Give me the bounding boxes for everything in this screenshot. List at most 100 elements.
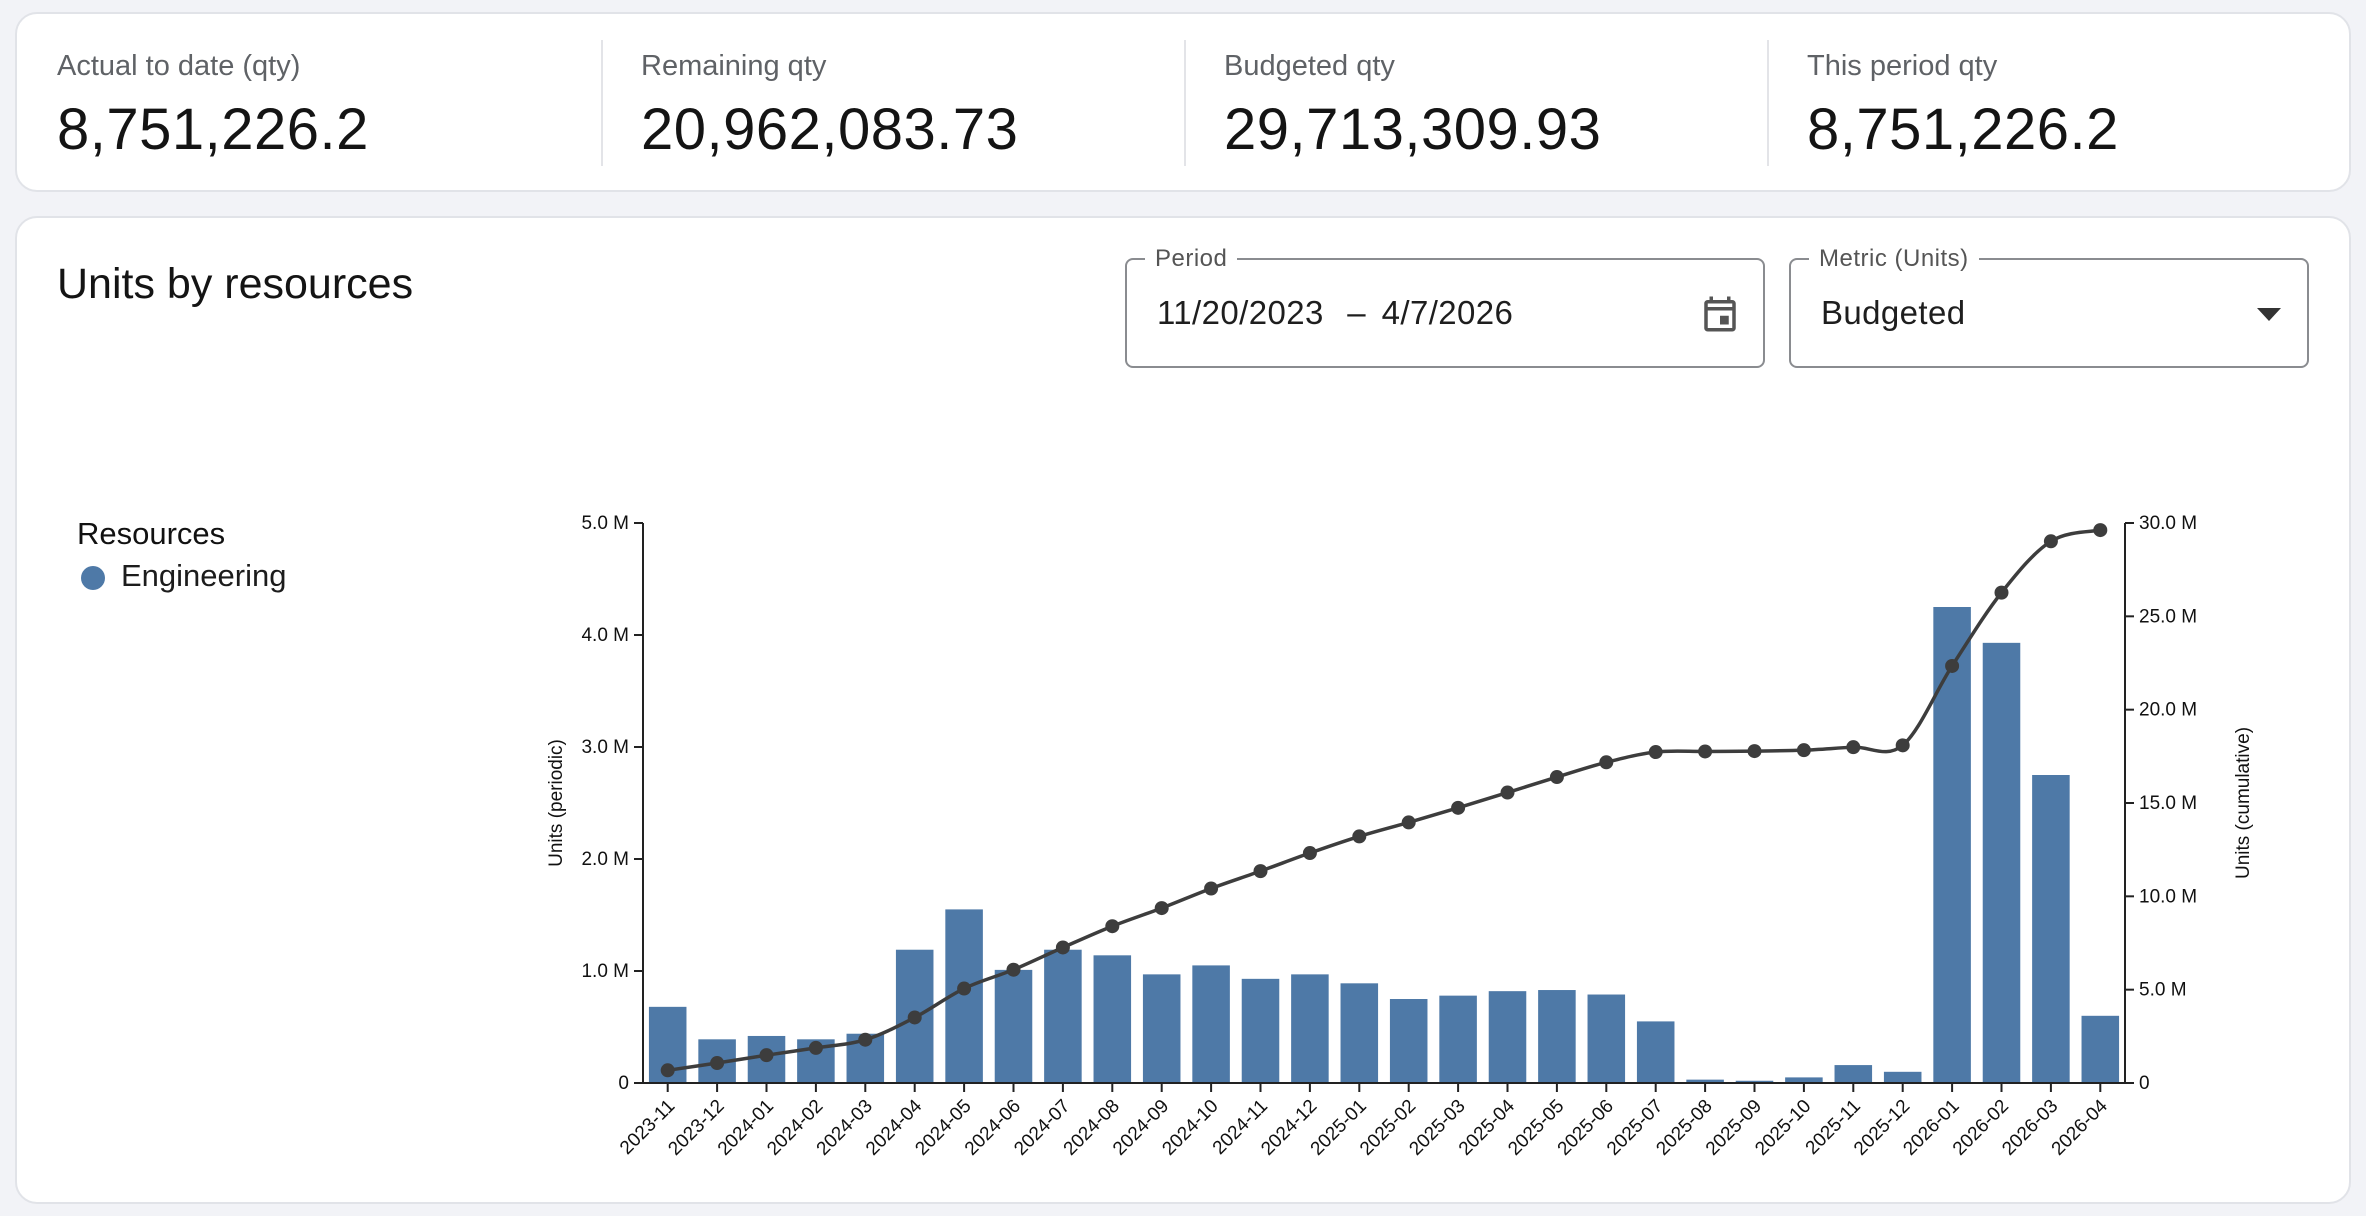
bar-2024-08: [1093, 955, 1132, 1083]
kpi-remaining: Remaining qty 20,962,083.73: [601, 14, 1184, 190]
y-right-axis-title: Units (cumulative): [2233, 727, 2254, 879]
cumulative-point-2023-11: [660, 1063, 675, 1078]
period-end-date[interactable]: 4/7/2026: [1381, 294, 1514, 331]
bar-2024-12: [1291, 974, 1329, 1083]
kpi-summary-card: Actual to date (qty) 8,751,226.2 Remaini…: [15, 12, 2351, 192]
cumulative-point-2024-12: [1302, 846, 1317, 861]
cumulative-point-2024-06: [1006, 962, 1021, 977]
bar-2025-06: [1587, 994, 1626, 1083]
cumulative-point-2024-01: [759, 1048, 774, 1063]
y-right-tick-label: 30.0 M: [2139, 513, 2197, 534]
cumulative-point-2024-07: [1055, 940, 1070, 955]
bar-2025-09: [1735, 1080, 1774, 1083]
cumulative-point-2026-02: [1994, 585, 2009, 600]
y-left-tick-label: 4.0 M: [581, 625, 629, 646]
kpi-value: 20,962,083.73: [641, 97, 1019, 162]
period-start-date[interactable]: 11/20/2023: [1157, 294, 1324, 331]
kpi-value: 29,713,309.93: [1224, 97, 1602, 162]
kpi-value: 8,751,226.2: [57, 97, 369, 162]
bar-2024-06: [994, 969, 1033, 1083]
legend-swatch: [81, 566, 105, 590]
x-tick-label-2026-04: 2026-04: [2048, 1095, 2112, 1159]
x-tick-label-2024-10: 2024-10: [1158, 1096, 1222, 1160]
bar-2025-02: [1389, 999, 1428, 1083]
cumulative-point-2025-05: [1549, 770, 1564, 785]
period-separator: –: [1347, 294, 1367, 331]
bar-2026-01: [1933, 607, 1971, 1083]
cumulative-point-2025-01: [1352, 829, 1367, 844]
kpi-label: Remaining qty: [641, 50, 827, 82]
kpi-divider: [601, 40, 603, 166]
bar-2026-04: [2081, 1015, 2120, 1083]
y-right-tick-label: 5.0 M: [2139, 980, 2187, 1001]
cumulative-point-2024-10: [1204, 881, 1219, 896]
bar-2025-11: [1834, 1065, 1873, 1083]
legend-item-label: Engineering: [121, 558, 287, 593]
bar-2024-11: [1241, 978, 1280, 1083]
bar-2026-02: [1982, 642, 2021, 1083]
cumulative-point-2025-11: [1846, 740, 1861, 755]
metric-value[interactable]: Budgeted: [1821, 294, 1966, 331]
x-tick-label-2025-10: 2025-10: [1751, 1096, 1815, 1160]
chart-title: Units by resources: [57, 260, 414, 308]
cumulative-point-2025-04: [1500, 785, 1515, 800]
bar-2025-04: [1488, 991, 1527, 1083]
y-left-tick-label: 1.0 M: [581, 961, 629, 982]
bar-2025-07: [1636, 1021, 1675, 1083]
cumulative-point-2025-03: [1451, 800, 1466, 815]
y-left-tick-label: 3.0 M: [581, 737, 629, 758]
cumulative-point-2024-03: [858, 1032, 873, 1047]
cumulative-point-2024-05: [957, 981, 972, 996]
kpi-budgeted: Budgeted qty 29,713,309.93: [1184, 14, 1767, 190]
calendar-icon[interactable]: [1699, 292, 1741, 336]
kpi-label: Budgeted qty: [1224, 50, 1395, 82]
cumulative-point-2025-06: [1599, 755, 1614, 770]
kpi-this-period: This period qty 8,751,226.2: [1767, 14, 2351, 190]
bar-2024-07: [1044, 949, 1082, 1083]
cumulative-point-2025-02: [1401, 815, 1416, 830]
cumulative-point-2024-09: [1154, 901, 1169, 916]
kpi-divider: [1767, 40, 1769, 166]
kpi-divider: [1184, 40, 1186, 166]
period-label: Period: [1145, 245, 1238, 273]
caret-down-icon[interactable]: [2257, 308, 2281, 322]
y-right-tick-label: 0: [2139, 1073, 2150, 1094]
y-right-tick-label: 20.0 M: [2139, 700, 2197, 721]
y-right-tick-label: 25.0 M: [2139, 606, 2197, 627]
legend-title: Resources: [77, 516, 226, 551]
y-left-tick-label: 5.0 M: [581, 513, 629, 534]
cumulative-point-2024-11: [1253, 864, 1268, 879]
cumulative-point-2024-08: [1105, 919, 1120, 934]
bar-2025-03: [1439, 995, 1477, 1083]
cumulative-line: [667, 528, 2101, 1073]
y-right-tick-label: 10.0 M: [2139, 886, 2197, 907]
bar-2024-10: [1192, 965, 1230, 1083]
cumulative-point-2026-01: [1945, 658, 1960, 673]
bar-2025-01: [1340, 983, 1379, 1083]
cumulative-point-2026-03: [2043, 534, 2058, 549]
bar-2024-09: [1142, 974, 1181, 1083]
cumulative-point-2023-12: [710, 1056, 725, 1071]
kpi-actual-to-date: Actual to date (qty) 8,751,226.2: [17, 14, 601, 190]
cumulative-point-2026-04: [2093, 523, 2108, 538]
y-left-tick-label: 2.0 M: [581, 849, 629, 870]
y-left-axis-title: Units (periodic): [546, 739, 567, 867]
period-value[interactable]: 11/20/2023 – 4/7/2026: [1157, 294, 1513, 332]
kpi-label: This period qty: [1807, 50, 1998, 82]
cumulative-point-2025-12: [1895, 738, 1910, 753]
chart-legend: Resources Engineering: [77, 516, 286, 594]
period-date-range-picker[interactable]: Period 11/20/2023 – 4/7/2026: [1125, 245, 1765, 368]
bar-2025-05: [1538, 990, 1576, 1083]
kpi-label: Actual to date (qty): [57, 50, 301, 82]
bar-2026-03: [2032, 775, 2070, 1083]
metric-label: Metric (Units): [1809, 245, 1979, 273]
metric-select[interactable]: Metric (Units) Budgeted: [1789, 245, 2309, 368]
legend-item-engineering[interactable]: Engineering: [77, 558, 286, 594]
y-left-tick-label: 0: [618, 1073, 629, 1094]
units-by-resources-card: 0 1.0 M 2.0 M 3.0 M 4.0 M 5.0 M 0 5.0 M 10.0 M 15…: [15, 216, 2351, 1204]
bar-2025-12: [1883, 1071, 1922, 1083]
bar-2025-08: [1686, 1079, 1724, 1083]
cumulative-point-2025-07: [1648, 745, 1663, 760]
kpi-value: 8,751,226.2: [1807, 97, 2119, 162]
cumulative-point-2024-02: [808, 1040, 823, 1055]
